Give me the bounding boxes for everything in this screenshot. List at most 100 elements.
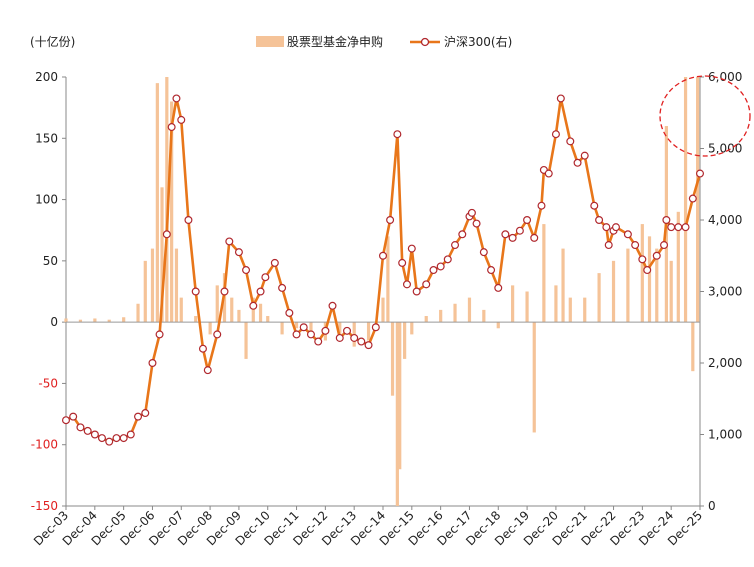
line-point: [660, 241, 669, 250]
line-point: [436, 262, 445, 271]
line-point: [662, 216, 671, 225]
bar: [93, 318, 97, 323]
line-point: [134, 412, 143, 421]
line-point: [198, 344, 207, 353]
line-point: [278, 283, 287, 292]
line-point: [472, 219, 481, 228]
bar: [655, 248, 659, 323]
y-left-tick-label: 0: [50, 315, 58, 329]
line-point: [105, 437, 114, 446]
line-point: [674, 223, 683, 232]
bar: [136, 303, 140, 323]
line-point: [225, 237, 234, 246]
bar: [122, 317, 126, 323]
line-point: [667, 223, 676, 232]
bar: [366, 322, 371, 341]
bar: [280, 322, 284, 335]
line-point: [299, 323, 308, 332]
line-point: [379, 251, 388, 260]
bar: [691, 322, 695, 372]
bar: [554, 285, 558, 323]
bar: [237, 309, 241, 323]
line-point: [357, 337, 366, 346]
line-point: [203, 366, 212, 375]
bar: [160, 187, 164, 323]
line-point: [652, 251, 661, 260]
line-point: [602, 223, 611, 232]
bar: [683, 77, 688, 323]
bar: [696, 77, 700, 323]
y-right-tick-label: 4,000: [708, 213, 742, 227]
bar: [453, 303, 457, 323]
bar: [143, 260, 147, 323]
bar: [230, 297, 234, 323]
bar: [395, 322, 399, 506]
line-point: [364, 341, 373, 350]
line-point: [285, 308, 294, 317]
line-point: [422, 280, 431, 289]
line-point: [172, 94, 181, 103]
line-point: [508, 233, 517, 242]
y-left-tick-label: 150: [35, 131, 58, 145]
line-point: [458, 230, 467, 239]
bar: [583, 297, 587, 323]
line-point: [90, 430, 99, 439]
line-point: [184, 216, 193, 225]
line-point: [76, 423, 85, 432]
line-point: [537, 201, 546, 210]
line-point: [220, 287, 229, 296]
line-point: [371, 323, 380, 332]
line-point: [292, 330, 301, 339]
line-point: [112, 434, 121, 443]
bar: [496, 322, 500, 329]
y-left-tick-label: 100: [35, 193, 58, 207]
line-point: [604, 241, 613, 250]
line-point: [412, 287, 421, 296]
line-point: [494, 283, 503, 292]
line-point: [467, 208, 476, 217]
bar: [561, 248, 565, 323]
line-point: [451, 241, 460, 250]
bar: [215, 285, 219, 323]
bar: [107, 319, 111, 323]
line-point: [249, 301, 258, 310]
line-point: [623, 230, 632, 239]
line-point: [590, 201, 599, 210]
line-point: [97, 434, 106, 443]
bar: [266, 316, 270, 323]
line-point: [573, 158, 582, 167]
line-point: [119, 434, 128, 443]
line-point: [631, 241, 640, 250]
line-point: [681, 223, 690, 232]
legend-line-marker: [420, 37, 430, 47]
bar: [439, 309, 443, 323]
y-left-ticks: 200 150 100 50 0 -50 -100 -150: [31, 70, 66, 513]
bar: [398, 322, 402, 470]
legend: 股票型基金净申购 沪深300(右): [256, 34, 512, 49]
bar: [155, 83, 159, 323]
line-point: [343, 326, 352, 335]
line-point: [566, 137, 575, 146]
bar: [381, 297, 385, 323]
bar: [78, 319, 83, 323]
line-point: [695, 169, 704, 178]
y-right-tick-label: 2,000: [708, 356, 742, 370]
line-point: [126, 430, 135, 439]
line-point: [191, 287, 200, 296]
y-left-unit-label: (十亿份): [30, 34, 75, 49]
line-point: [350, 333, 359, 342]
bar: [309, 322, 313, 335]
bar: [424, 316, 428, 323]
line-point: [530, 233, 539, 242]
bar: [174, 248, 179, 323]
bar: [150, 248, 155, 323]
y-left-tick-label: 50: [43, 254, 58, 268]
line-point: [688, 194, 697, 203]
y-right-tick-label: 6,000: [708, 70, 742, 84]
bar: [525, 291, 529, 323]
y-left-tick-label: -50: [38, 376, 58, 390]
line-point: [306, 330, 315, 339]
line-point: [595, 216, 604, 225]
bar: [410, 322, 414, 335]
line-point: [61, 416, 70, 425]
